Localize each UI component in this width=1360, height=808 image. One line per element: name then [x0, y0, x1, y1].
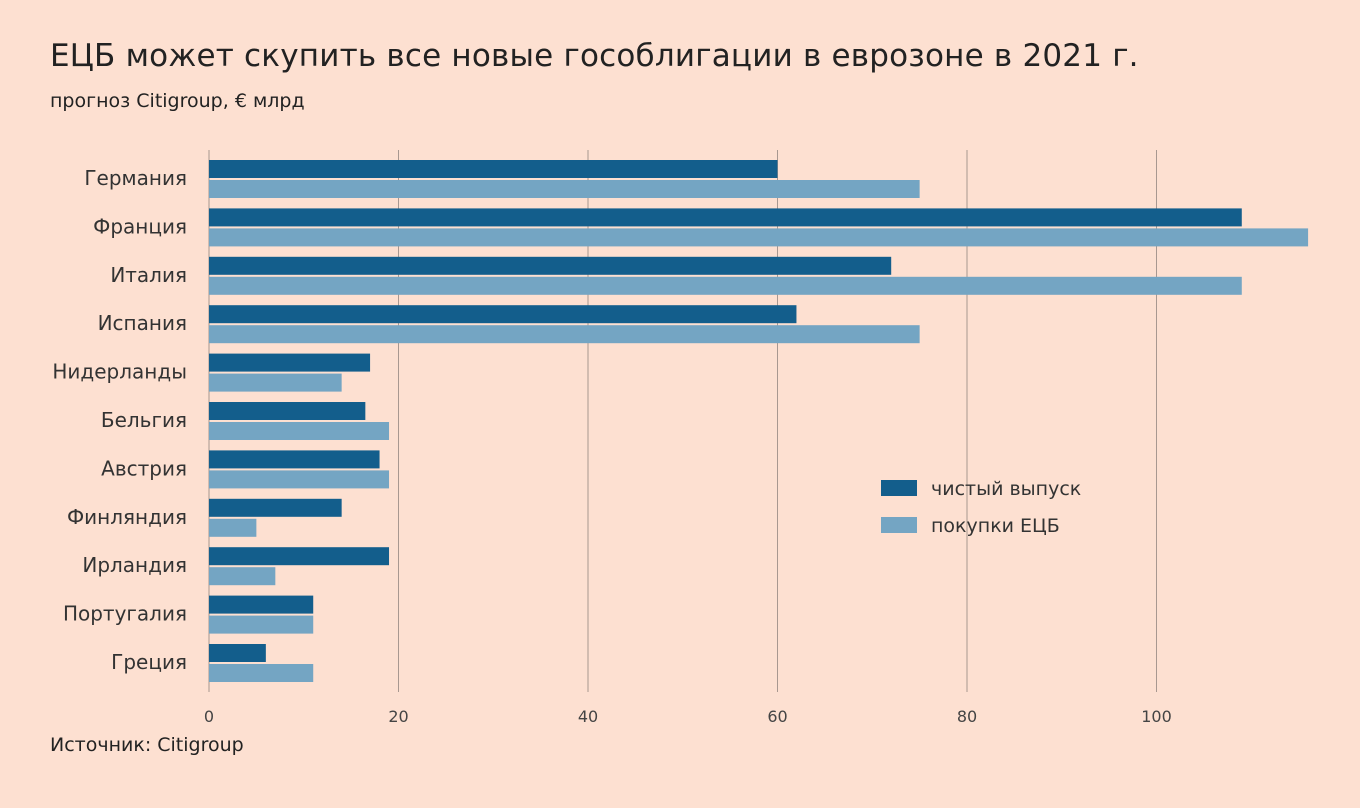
category-label: Португалия — [63, 602, 187, 626]
category-label: Ирландия — [82, 553, 187, 577]
bar-net-issuance — [209, 305, 797, 324]
bar-net-issuance — [209, 402, 366, 420]
bar-ecb-purchases — [209, 518, 257, 537]
bar-ecb-purchases — [209, 567, 276, 586]
x-tick-label: 80 — [957, 707, 977, 726]
category-label: Италия — [110, 263, 187, 287]
bar-ecb-purchases — [209, 615, 314, 634]
category-label: Нидерланды — [52, 360, 187, 384]
bar-net-issuance — [209, 595, 314, 614]
bar-net-issuance — [209, 353, 371, 372]
x-tick-label: 60 — [767, 707, 787, 726]
bar-net-issuance — [209, 498, 342, 517]
category-label: Австрия — [101, 456, 187, 480]
x-tick-label: 20 — [388, 707, 408, 726]
x-tick-label: 100 — [1141, 707, 1172, 726]
legend-label: чистый выпуск — [931, 478, 1081, 500]
category-label: Германия — [84, 166, 187, 190]
bar-ecb-purchases — [209, 373, 342, 392]
bar-net-issuance — [209, 547, 390, 566]
bar-net-issuance — [209, 208, 1242, 227]
bar-ecb-purchases — [209, 422, 390, 440]
category-label: Греция — [111, 650, 187, 674]
legend-swatch — [881, 480, 917, 496]
bar-ecb-purchases — [209, 180, 920, 198]
category-label: Бельгия — [101, 408, 187, 432]
chart-subtitle: прогноз Citigroup, € млрд — [50, 90, 305, 112]
bar-net-issuance — [209, 644, 266, 662]
legend-swatch — [881, 517, 917, 533]
bar-ecb-purchases — [209, 276, 1242, 295]
bar-net-issuance — [209, 450, 380, 469]
x-tick-label: 40 — [578, 707, 598, 726]
bar-ecb-purchases — [209, 664, 314, 682]
source-note: Источник: Citigroup — [50, 734, 244, 756]
x-tick-label: 0 — [204, 707, 214, 726]
category-label: Франция — [93, 214, 187, 238]
chart-title: ЕЦБ может скупить все новые гособлигации… — [50, 38, 1139, 74]
legend-label: покупки ЕЦБ — [931, 515, 1060, 537]
bar-ecb-purchases — [209, 325, 920, 344]
category-label: Испания — [98, 311, 187, 335]
bar-ecb-purchases — [209, 228, 1309, 247]
bar-net-issuance — [209, 256, 892, 275]
bar-ecb-purchases — [209, 470, 390, 489]
category-label: Финляндия — [67, 505, 187, 529]
bar-net-issuance — [209, 160, 778, 178]
